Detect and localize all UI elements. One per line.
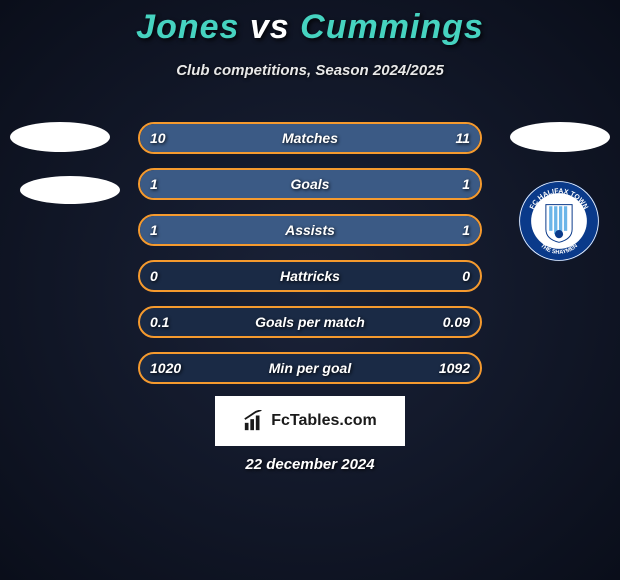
- stat-label: Hattricks: [140, 262, 480, 290]
- stat-row: 10201092Min per goal: [138, 352, 482, 384]
- player1-club-placeholder: [20, 176, 120, 204]
- stat-row: 00Hattricks: [138, 260, 482, 292]
- stat-label: Goals per match: [140, 308, 480, 336]
- player1-name: Jones: [136, 8, 239, 46]
- stat-row: 11Goals: [138, 168, 482, 200]
- comparison-title: Jones vs Cummings: [0, 8, 620, 47]
- stat-label: Matches: [140, 124, 480, 152]
- stats-container: 1011Matches 11Goals 11Assists 00Hattricks 0.…: [138, 122, 482, 398]
- subtitle: Club competitions, Season 2024/2025: [0, 62, 620, 79]
- date: 22 december 2024: [0, 456, 620, 473]
- stat-label: Min per goal: [140, 354, 480, 382]
- stat-row: 1011Matches: [138, 122, 482, 154]
- brand-box: FcTables.com: [215, 396, 405, 446]
- player2-photo-placeholder: [510, 122, 610, 152]
- stat-row: 11Assists: [138, 214, 482, 246]
- vs-text: vs: [250, 8, 290, 46]
- brand-text: FcTables.com: [271, 412, 377, 430]
- chart-icon: [243, 410, 265, 432]
- club-badge: FC HALIFAX TOWN THE SHAYMEN: [518, 180, 600, 262]
- stat-row: 0.10.09Goals per match: [138, 306, 482, 338]
- player2-name: Cummings: [300, 8, 484, 46]
- stat-label: Goals: [140, 170, 480, 198]
- stat-label: Assists: [140, 216, 480, 244]
- club-badge-svg: FC HALIFAX TOWN THE SHAYMEN: [518, 180, 600, 262]
- player1-photo-placeholder: [10, 122, 110, 152]
